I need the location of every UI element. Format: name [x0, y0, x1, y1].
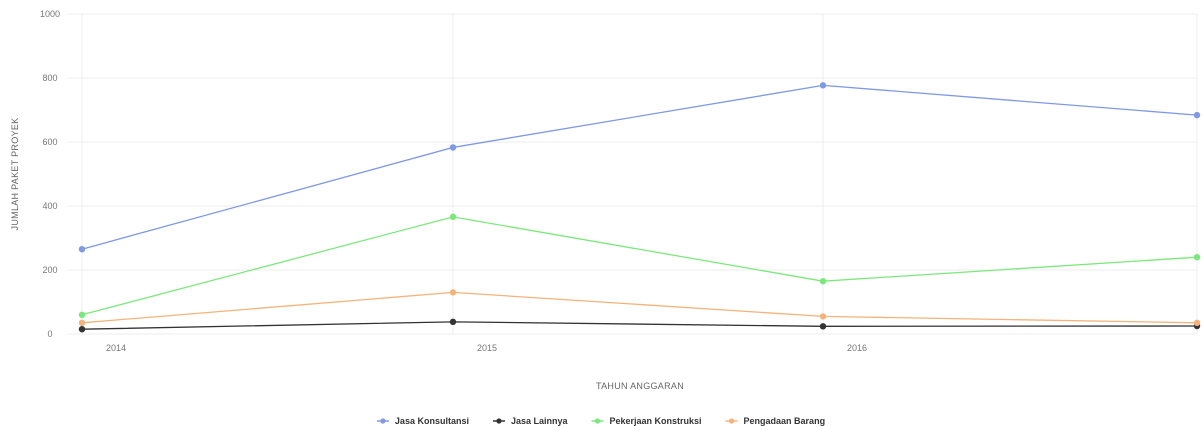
- y-tick-label: 1000: [40, 9, 60, 19]
- series-jasa-konsultansi: [78, 82, 1201, 253]
- data-point: [78, 319, 86, 326]
- data-point: [819, 82, 827, 89]
- series-line: [81, 216, 1198, 316]
- grid-layer: [68, 13, 1198, 335]
- legend-item[interactable]: Jasa Lainnya: [492, 416, 569, 426]
- series-pengadaan-barang: [78, 289, 1201, 326]
- data-point: [78, 311, 86, 318]
- axis-layer: TAHUN ANGGARAN JUMLAH PAKET PROYEK 0 200 4…: [10, 9, 867, 391]
- y-tick-label: 600: [42, 137, 57, 147]
- y-tick-label: 400: [42, 201, 57, 211]
- data-point: [449, 213, 457, 221]
- legend-label: Pekerjaan Konstruksi: [609, 416, 701, 426]
- data-point: [78, 326, 86, 333]
- legend-item[interactable]: Pekerjaan Konstruksi: [591, 416, 702, 426]
- data-point: [449, 289, 457, 296]
- data-point: [819, 323, 827, 330]
- legend-marker-icon: [380, 418, 386, 424]
- x-tick-label: 2015: [477, 343, 497, 353]
- y-axis-title: JUMLAH PAKET PROYEK: [10, 118, 20, 231]
- legend-item[interactable]: Pengadaan Barang: [725, 416, 826, 426]
- legend-label: Jasa Konsultansi: [395, 416, 469, 426]
- data-point: [819, 278, 827, 285]
- data-point: [449, 144, 457, 151]
- x-tick-label: 2014: [106, 343, 126, 353]
- legend-label: Jasa Lainnya: [511, 416, 569, 426]
- legend: Jasa Konsultansi Jasa Lainnya Pekerjaan Ko…: [376, 416, 826, 426]
- legend-marker-icon: [496, 418, 502, 424]
- data-point: [1193, 254, 1201, 261]
- series-line: [81, 84, 1198, 250]
- data-point: [1193, 319, 1201, 326]
- series-jasa-lainnya: [78, 318, 1201, 333]
- legend-item[interactable]: Jasa Konsultansi: [376, 416, 469, 426]
- data-point: [819, 313, 827, 320]
- series-line: [81, 321, 1198, 330]
- series-pekerjaan-konstruksi: [78, 213, 1201, 318]
- data-point: [449, 318, 457, 326]
- data-point: [78, 246, 86, 253]
- y-tick-label: 800: [42, 73, 57, 83]
- series-layer: [78, 82, 1201, 333]
- legend-marker-icon: [594, 418, 601, 424]
- series-line: [81, 291, 1198, 324]
- legend-marker-icon: [728, 418, 735, 424]
- y-tick-label: 200: [42, 265, 57, 275]
- x-tick-label: 2016: [847, 343, 867, 353]
- y-tick-label: 0: [47, 329, 52, 339]
- x-axis-title: TAHUN ANGGARAN: [596, 381, 684, 391]
- legend-label: Pengadaan Barang: [744, 416, 826, 426]
- data-point: [1193, 111, 1201, 119]
